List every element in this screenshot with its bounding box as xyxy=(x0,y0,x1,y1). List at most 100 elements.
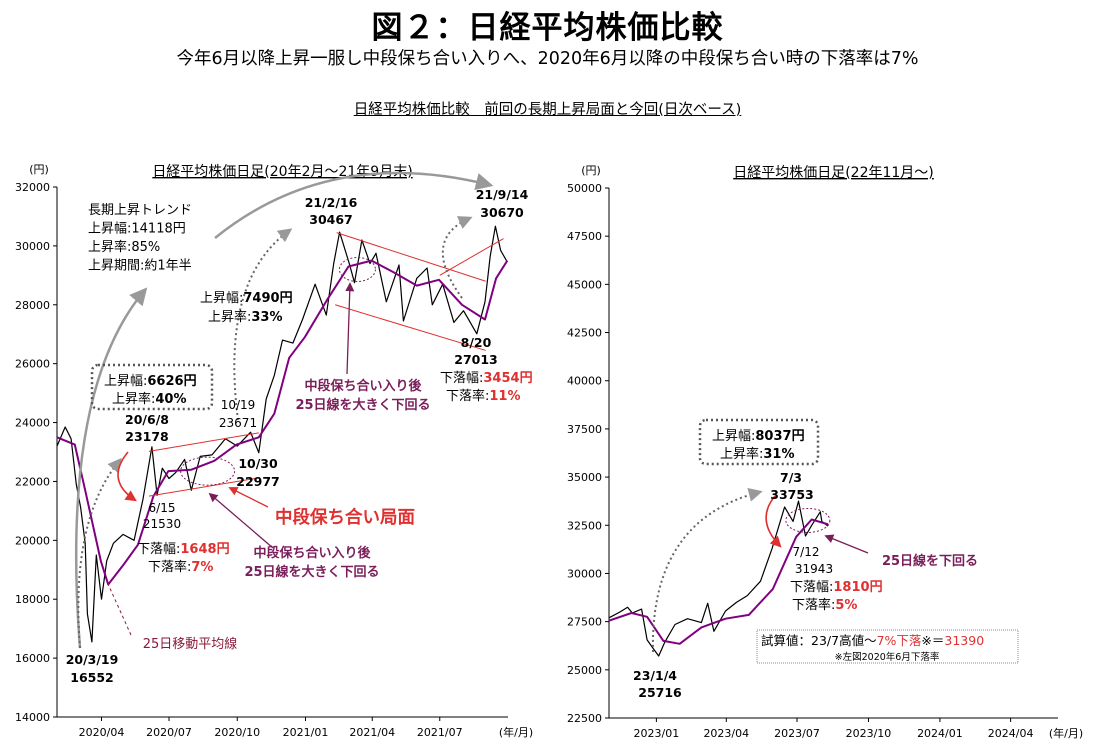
rise3-amount: 上昇幅:8037円 xyxy=(712,429,805,444)
trial-text-part: 31390 xyxy=(944,633,984,648)
drop-arrow-1 xyxy=(117,451,137,502)
trial-text: 試算値：23/7高値～7%下落※＝31390 xyxy=(761,633,984,648)
long-trend-line-3: 上昇期間:約1年半 xyxy=(88,259,192,274)
chart1-series-close xyxy=(608,500,829,657)
rise-arrow-2 xyxy=(233,228,293,421)
chart1-title: 日経平均株価日足(22年11月～) xyxy=(733,165,934,181)
chart1-y-tick-label: 25000 xyxy=(567,664,602,677)
drop2-amount-part: 3454円 xyxy=(483,371,532,386)
peak1-date: 20/6/8 xyxy=(125,412,169,427)
peak1-value: 23178 xyxy=(125,429,169,444)
consol2-line1: 中段保ち合い入り後 xyxy=(304,378,422,394)
trough3-value: 31943 xyxy=(795,562,833,576)
chart0-x-tick-label: 2021/07 xyxy=(417,726,463,739)
ma-note: 25日移動平均線 xyxy=(143,636,238,652)
chart0-y-tick-label: 24000 xyxy=(15,417,50,430)
d1030-value: 22977 xyxy=(236,474,280,489)
chart0-title: 日経平均株価日足(20年2月～21年9月末) xyxy=(152,164,412,180)
peak4-date: 7/3 xyxy=(780,470,802,485)
drop1-amount: 下落幅:1648円 xyxy=(137,542,230,557)
rise1-rate-part: 40% xyxy=(155,392,186,407)
chart0-x-tick-label: 2021/04 xyxy=(349,726,395,739)
long-trend-line-0: 長期上昇トレンド xyxy=(88,203,192,218)
chart0-y-tick-label: 26000 xyxy=(15,358,50,371)
chart1-y-tick-label: 47500 xyxy=(567,230,602,243)
chart1-y-tick-label: 40000 xyxy=(567,375,602,388)
chart1-x-tick-label: 2023/07 xyxy=(774,727,820,740)
consolidation-lower-line xyxy=(148,477,261,497)
rise-arrow-3 xyxy=(441,216,473,299)
drop2-rate: 下落率:11% xyxy=(446,388,521,404)
chart0-y-tick-label: 30000 xyxy=(15,240,50,253)
peak2-value: 30467 xyxy=(309,212,353,227)
figure-subtitle: 今年6月以降上昇一服し中段保ち合い入りへ、2020年6月以降の中段保ち合い時の下… xyxy=(176,49,919,69)
chart0-x-tick-label: 2020/10 xyxy=(214,726,260,739)
rise-box-1 xyxy=(90,363,214,411)
ma-note-leader xyxy=(107,583,132,636)
long-trend-line-1: 上昇幅:14118円 xyxy=(88,222,186,237)
rise2-rate: 上昇率:33% xyxy=(208,309,283,325)
chart1-y-tick-label: 42500 xyxy=(567,327,602,340)
rise3-amount-part: 8037円 xyxy=(755,429,804,444)
chart1-x-tick-label: 2024/04 xyxy=(988,727,1034,740)
chart1-y-tick-label: 35000 xyxy=(567,471,602,484)
drop1-rate-part: 下落率: xyxy=(148,559,191,575)
rise2-amount-part: 上昇幅: xyxy=(200,291,243,306)
consolidation-circle-2 xyxy=(338,256,376,282)
chart1-y-tick-label: 37500 xyxy=(567,423,602,436)
drop3-rate-part: 5% xyxy=(835,598,857,613)
chart0-y-tick-label: 28000 xyxy=(15,299,50,312)
consolidation-circle-1 xyxy=(180,456,236,486)
rise-arrow-1 xyxy=(77,457,122,649)
rise1-amount-part: 上昇幅: xyxy=(104,374,147,389)
chart1-series-ma25 xyxy=(608,518,829,645)
chart0-x-unit-label: (年/月) xyxy=(499,725,533,739)
long-trend-arc-upper xyxy=(214,171,494,239)
trough2-date: 8/20 xyxy=(461,335,492,350)
rise3-rate-part: 31% xyxy=(763,447,794,462)
chart0-y-tick-label: 20000 xyxy=(15,534,50,547)
chart1-x-tick-label: 2024/01 xyxy=(917,727,963,740)
drop1-rate-part: 7% xyxy=(191,560,213,575)
chart1-x-tick-label: 2023/10 xyxy=(846,727,892,740)
d1030-date: 10/30 xyxy=(238,456,278,471)
long-trend-arc-lower xyxy=(74,287,148,649)
peak3-date: 21/9/14 xyxy=(476,187,529,202)
chart0-series-ma25 xyxy=(56,259,509,586)
chart1-y-tick-label: 32500 xyxy=(567,519,602,532)
peak3-value: 30670 xyxy=(480,205,524,220)
chart0-series-close xyxy=(56,225,508,643)
low2-value: 25716 xyxy=(638,685,682,700)
chart1-y-tick-label: 22500 xyxy=(567,712,602,725)
consolidation-upper-line xyxy=(148,432,259,452)
trial-box xyxy=(756,629,1019,664)
trial-text-part: 試算値：23/7高値～ xyxy=(761,633,877,648)
rise1-amount: 上昇幅:6626円 xyxy=(104,374,197,389)
channel-lower-line xyxy=(335,304,486,351)
chart0-y-tick-label: 22000 xyxy=(15,475,50,488)
low2-date: 23/1/4 xyxy=(633,668,677,683)
trial-text-part: ※＝ xyxy=(921,633,944,648)
chart0-unit-label: (円) xyxy=(29,163,49,176)
chart1-y-tick-label: 50000 xyxy=(567,182,602,195)
chart1-unit-label: (円) xyxy=(581,164,601,177)
low1-date: 20/3/19 xyxy=(66,652,119,667)
chart1-x-unit-label: (年/月) xyxy=(1049,726,1083,740)
consol-title-arrow xyxy=(228,487,269,508)
breakout-line xyxy=(439,238,504,276)
chart1-y-tick-label: 30000 xyxy=(567,567,602,580)
consol1-line2: 25日線を大きく下回る xyxy=(244,564,379,580)
drop3-amount-part: 下落幅: xyxy=(790,580,833,595)
low1-value: 16552 xyxy=(70,670,114,685)
rise3-rate: 上昇率:31% xyxy=(720,446,795,462)
trial-text-part: 7%下落 xyxy=(877,633,922,648)
rise3-rate-part: 上昇率: xyxy=(720,446,763,462)
drop3-amount: 下落幅:1810円 xyxy=(790,580,883,595)
consol-arrow-2 xyxy=(345,282,355,375)
rise2-amount-part: 7490円 xyxy=(243,291,292,306)
rise2-amount: 上昇幅:7490円 xyxy=(200,291,293,306)
rise1-amount-part: 6626円 xyxy=(147,374,196,389)
chart0-x-tick-label: 2021/01 xyxy=(283,726,329,739)
trough1-date: 6/15 xyxy=(149,501,176,515)
